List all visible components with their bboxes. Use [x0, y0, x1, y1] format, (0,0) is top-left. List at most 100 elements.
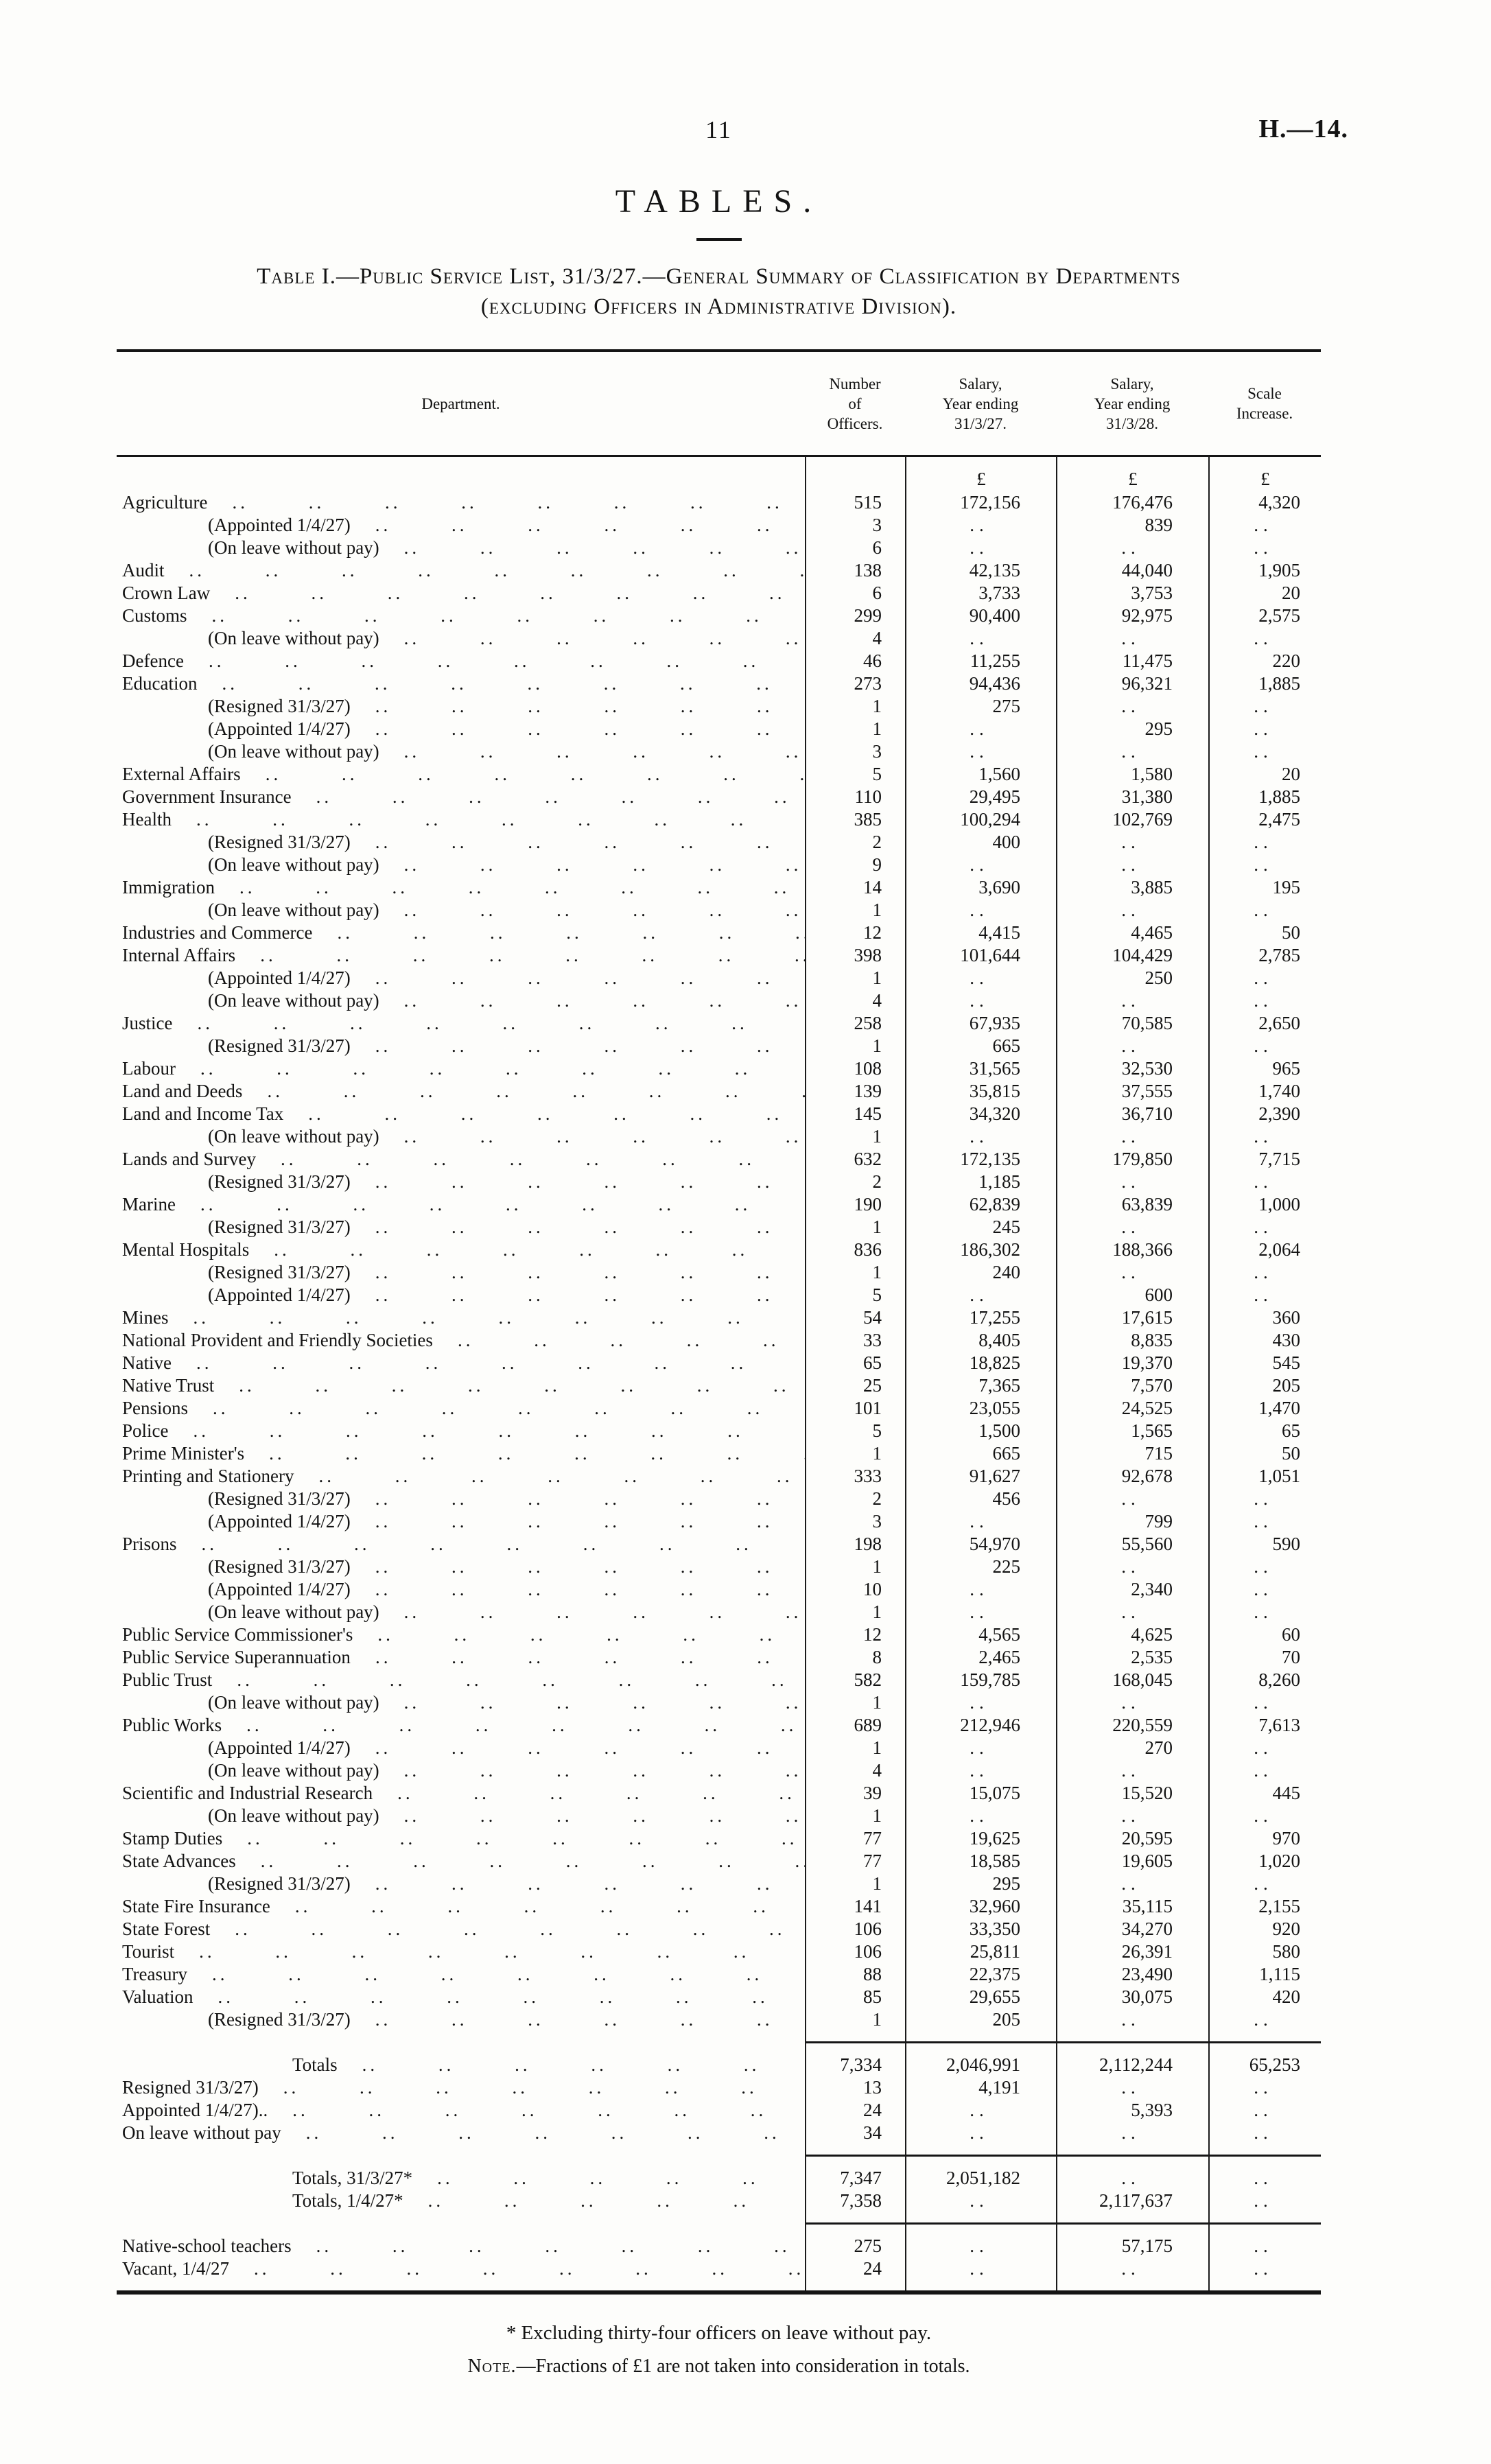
department-cell: (On leave without pay) .. .. .. .. .. .. … — [117, 989, 805, 1012]
scale-increase-cell: 1,115 — [1208, 1963, 1321, 1986]
department-label: Public Service Commissioner's — [122, 1624, 353, 1645]
section-title: TABLES. — [615, 183, 823, 220]
department-cell: State Advances .. .. .. .. .. .. .. .. ..… — [117, 1850, 805, 1873]
footnote-note-text: —Fractions of £1 are not taken into cons… — [516, 2356, 970, 2377]
salary-27-cell: 15,075 — [905, 1782, 1056, 1805]
salary-27-cell: 159,785 — [905, 1669, 1056, 1691]
department-label: Public Works — [122, 1715, 222, 1735]
department-label: Health — [122, 809, 172, 830]
salary-27-cell: 90,400 — [905, 605, 1056, 627]
leader-dots: .. .. .. .. .. .. .. .. .. .. .. .. .. .… — [403, 741, 805, 762]
department-label: State Advances — [122, 1851, 236, 1871]
scale-increase-cell: .. — [1208, 1805, 1321, 1827]
officers-cell: 1 — [805, 1035, 905, 1057]
leader-dots: .. .. .. .. .. .. .. .. .. .. .. .. .. .… — [362, 2054, 805, 2075]
salary-28-cell: 270 — [1056, 1737, 1208, 1759]
leader-dots: .. .. .. .. .. .. .. .. .. .. .. .. .. .… — [267, 1081, 805, 1101]
department-cell: (Resigned 31/3/27) .. .. .. .. .. .. .. .… — [117, 1873, 805, 1895]
officers-cell: 6 — [805, 582, 905, 605]
salary-27-cell: 456 — [905, 1488, 1056, 1510]
scale-increase-cell: 1,740 — [1208, 1080, 1321, 1103]
leader-dots: .. .. .. .. .. .. .. .. .. .. .. .. .. .… — [375, 696, 805, 716]
totals-label: Resigned 31/3/27) — [122, 2077, 259, 2098]
department-cell: Mines .. .. .. .. .. .. .. .. .. .. .. ..… — [117, 1306, 805, 1329]
officers-cell: 77 — [805, 1850, 905, 1873]
salary-27-cell: 295 — [905, 1873, 1056, 1895]
salary-28-cell: 176,476 — [1056, 491, 1208, 514]
scale-increase-cell: .. — [1208, 537, 1321, 559]
leader-dots: .. .. .. .. .. .. .. .. .. .. .. .. .. .… — [193, 1307, 806, 1328]
table-caption-line1: Table I.—Public Service List, 31/3/27.—G… — [257, 264, 1181, 289]
leader-dots: .. .. .. .. .. .. .. .. .. .. .. .. .. .… — [403, 628, 805, 648]
department-label: Prime Minister's — [122, 1443, 245, 1464]
officers-cell: 101 — [805, 1397, 905, 1420]
salary-28-cell: .. — [1056, 1171, 1208, 1193]
scale-increase-cell: .. — [1208, 718, 1321, 740]
scale-increase-cell: .. — [1208, 2099, 1321, 2122]
officers-cell: 385 — [805, 808, 905, 831]
department-label: (Resigned 31/3/27) — [208, 1262, 351, 1282]
leader-dots: .. .. .. .. .. .. .. .. .. .. .. .. .. .… — [427, 2190, 805, 2211]
department-label: Mines — [122, 1307, 169, 1328]
department-cell: (On leave without pay) .. .. .. .. .. .. … — [117, 1601, 805, 1623]
leader-dots: .. .. .. .. .. .. .. .. .. .. .. .. .. .… — [212, 1964, 805, 1984]
salary-28-cell: 2,340 — [1056, 1578, 1208, 1601]
department-cell: (Appointed 1/4/27) .. .. .. .. .. .. .. .… — [117, 967, 805, 989]
leader-dots: .. .. .. .. .. .. .. .. .. .. .. .. .. .… — [337, 922, 805, 943]
table-caption-line2: (excluding Officers in Administrative Di… — [480, 294, 957, 319]
department-cell: (Resigned 31/3/27) .. .. .. .. .. .. .. .… — [117, 1216, 805, 1239]
salary-27-cell: 19,625 — [905, 1827, 1056, 1850]
salary-27-cell: .. — [905, 1759, 1056, 1782]
scale-increase-cell: 1,905 — [1208, 559, 1321, 582]
scale-increase-cell: 965 — [1208, 1057, 1321, 1080]
scale-increase-cell: 4,320 — [1208, 491, 1321, 514]
scale-increase-cell: 1,470 — [1208, 1397, 1321, 1420]
salary-27-cell: 2,051,182 — [905, 2167, 1056, 2190]
salary-27-cell: 186,302 — [905, 1239, 1056, 1261]
column-header: Salary, Year ending 31/3/27. — [942, 375, 1019, 432]
scale-increase-cell: 590 — [1208, 1533, 1321, 1556]
salary-28-cell: 799 — [1056, 1510, 1208, 1533]
scale-increase-cell: .. — [1208, 989, 1321, 1012]
department-cell: On leave without pay .. .. .. .. .. .. ..… — [117, 2122, 805, 2144]
scale-increase-cell: .. — [1208, 854, 1321, 876]
salary-27-cell: 18,585 — [905, 1850, 1056, 1873]
department-cell: External Affairs .. .. .. .. .. .. .. .. … — [117, 763, 805, 786]
scale-increase-cell: .. — [1208, 1691, 1321, 1714]
scale-increase-cell: 360 — [1208, 1306, 1321, 1329]
salary-27-cell: .. — [905, 1578, 1056, 1601]
officers-cell: 54 — [805, 1306, 905, 1329]
salary-27-cell: .. — [905, 2235, 1056, 2257]
scale-increase-cell: .. — [1208, 2076, 1321, 2099]
salary-27-cell: 7,365 — [905, 1374, 1056, 1397]
scale-increase-cell: .. — [1208, 2122, 1321, 2144]
row-label: Vacant, 1/4/27 — [122, 2258, 229, 2279]
salary-28-cell: .. — [1056, 854, 1208, 876]
scale-increase-cell: 2,064 — [1208, 1239, 1321, 1261]
officers-cell: 2 — [805, 831, 905, 854]
leader-dots: .. .. .. .. .. .. .. .. .. .. .. .. .. .… — [237, 1669, 805, 1690]
salary-28-cell: .. — [1056, 1216, 1208, 1239]
department-cell: Marine .. .. .. .. .. .. .. .. .. .. .. .… — [117, 1193, 805, 1216]
salary-27-cell: 2,046,991 — [905, 2054, 1056, 2076]
scale-increase-cell: 580 — [1208, 1940, 1321, 1963]
salary-27-cell: 3,690 — [905, 876, 1056, 899]
officers-cell: 7,334 — [805, 2054, 905, 2076]
salary-27-cell: 17,255 — [905, 1306, 1056, 1329]
department-cell: (On leave without pay) .. .. .. .. .. .. … — [117, 899, 805, 922]
page-number: 11 — [705, 116, 732, 143]
scale-increase-cell: 430 — [1208, 1329, 1321, 1352]
leader-dots: .. .. .. .. .. .. .. .. .. .. .. .. .. .… — [265, 764, 805, 784]
department-cell: Prisons .. .. .. .. .. .. .. .. .. .. .. … — [117, 1533, 805, 1556]
salary-27-cell: 62,839 — [905, 1193, 1056, 1216]
department-cell: Native-school teachers .. .. .. .. .. .. … — [117, 2235, 805, 2257]
salary-28-cell: 30,075 — [1056, 1986, 1208, 2008]
salary-27-cell: 225 — [905, 1556, 1056, 1578]
scale-increase-cell: 220 — [1208, 650, 1321, 672]
salary-27-cell: 400 — [905, 831, 1056, 854]
salary-28-cell: .. — [1056, 1691, 1208, 1714]
scale-increase-cell: .. — [1208, 2235, 1321, 2257]
leader-dots: .. .. .. .. .. .. .. .. .. .. .. .. .. .… — [375, 1511, 805, 1532]
leader-dots: .. .. .. .. .. .. .. .. .. .. .. .. .. .… — [247, 1828, 805, 1849]
leader-dots: .. .. .. .. .. .. .. .. .. .. .. .. .. .… — [397, 1783, 805, 1803]
